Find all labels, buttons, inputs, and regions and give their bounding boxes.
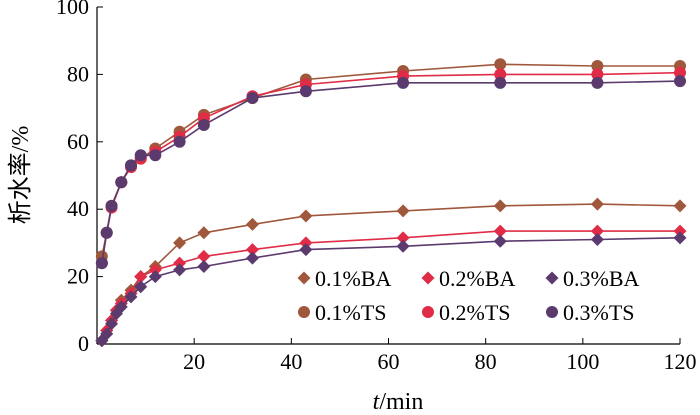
legend-marker [422,306,434,318]
data-point [590,224,604,238]
data-point [245,251,259,265]
legend-item: 0.3%BA [545,266,640,291]
legend-marker [545,271,559,285]
data-point [100,226,113,239]
data-point [100,327,114,341]
legend-label: 0.3%TS [563,300,635,325]
data-point [115,176,128,189]
data-point [173,256,187,270]
data-point [148,270,162,284]
data-point [590,197,604,211]
data-point [95,257,108,270]
series-0.3%BA [95,231,687,348]
legend-item: 0.1%TS [298,300,387,325]
y-tick-label: 80 [67,61,89,86]
y-tick-label: 100 [56,0,89,19]
data-point [299,85,312,98]
x-axis-title: t/min [373,389,424,415]
data-point [105,317,119,331]
data-point [397,76,410,89]
data-point [673,231,687,245]
data-point [493,224,507,238]
data-point [148,263,162,277]
data-point [299,243,313,257]
data-point [173,135,186,148]
data-point [173,236,187,250]
y-tick-label: 60 [67,129,89,154]
legend-label: 0.2%BA [439,266,516,291]
x-tick-label: 60 [378,349,400,374]
x-tick-label: 20 [183,349,205,374]
data-point [590,233,604,247]
series-layer [95,58,687,348]
data-point [493,234,507,248]
data-point [134,149,147,162]
data-point [674,75,686,88]
data-point [396,231,410,245]
data-point [197,226,211,240]
legend-item: 0.2%BA [421,266,516,291]
x-tick-label: 80 [475,349,497,374]
legend-label: 0.1%BA [315,266,392,291]
legend: 0.1%BA 0.2%BA 0.3%BA 0.1%TS 0.2%TS 0.3%TS [297,266,640,325]
data-point [396,239,410,253]
data-point [591,59,604,72]
x-axis-title-italic: t [373,389,381,415]
data-point [591,68,604,81]
legend-label: 0.3%BA [563,266,640,291]
data-point [197,259,211,273]
data-point [494,68,507,81]
y-tick-label: 0 [78,331,89,356]
legend-marker [421,271,435,285]
series-line [101,71,681,264]
data-point [673,224,687,238]
data-point [673,199,687,213]
x-tick-label: 120 [664,349,697,374]
data-point [197,249,211,263]
x-tick-label: 100 [566,349,599,374]
y-axis-title: 析水率/% [7,126,34,225]
data-point [494,58,507,71]
legend-item: 0.2%TS [422,300,511,325]
series-line [101,80,681,264]
legend-item: 0.1%BA [297,266,392,291]
y-tick-label: 20 [67,264,89,289]
data-point [674,66,686,79]
legend-label: 0.1%TS [315,300,387,325]
legend-marker [297,271,311,285]
data-point [245,243,259,257]
legend-item: 0.3%TS [546,300,635,325]
data-point [494,76,507,89]
legend-marker [546,306,558,318]
data-point [299,236,313,250]
data-point [134,270,148,284]
legend-marker [298,306,310,318]
data-point [493,199,507,213]
data-point [246,91,259,104]
data-point [197,118,210,131]
data-point [134,280,148,294]
data-point [149,149,162,162]
data-point [105,199,118,212]
series-0.3%TS [95,75,686,270]
data-point [396,204,410,218]
data-point [114,300,128,314]
data-point [299,209,313,223]
data-point [124,290,138,304]
data-point [245,217,259,231]
x-axis-title-unit: /min [379,389,423,415]
legend-label: 0.2%TS [439,300,511,325]
series-line [101,237,681,342]
data-point [591,76,604,89]
data-point [125,159,138,172]
series-line [101,63,680,257]
x-tick-label: 40 [280,349,302,374]
data-point [173,263,187,277]
axes: 0 20 40 60 80 100 20 40 60 80 100 120 [56,0,697,374]
y-tick-label: 40 [67,196,89,221]
